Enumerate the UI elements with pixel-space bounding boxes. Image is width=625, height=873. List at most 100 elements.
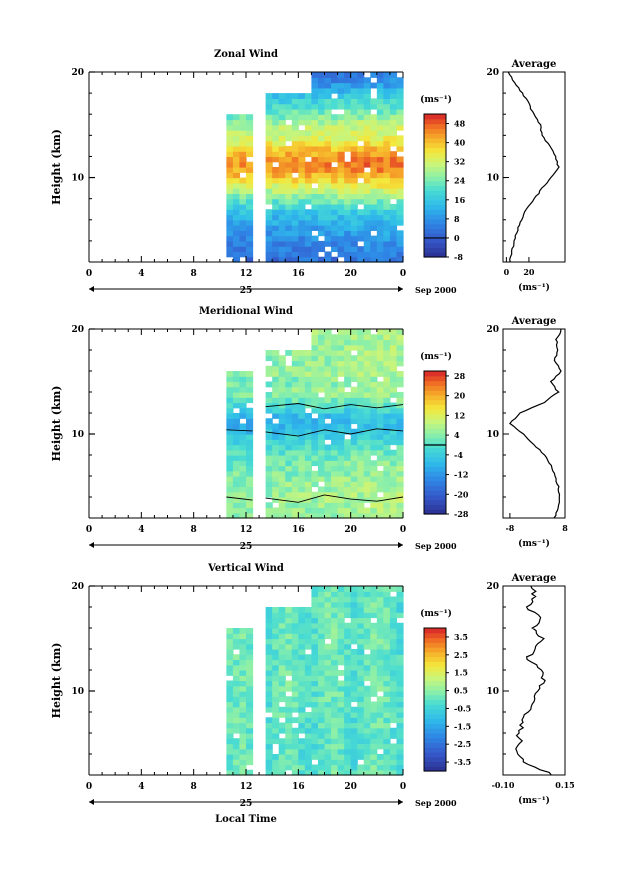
- colorbar-swatch: [424, 118, 446, 125]
- heatmap-cell: [363, 733, 371, 739]
- heatmap-cell: [331, 413, 339, 419]
- heatmap-cell: [344, 87, 352, 94]
- heatmap-cell: [350, 596, 358, 603]
- heatmap-cell: [344, 622, 352, 629]
- profile-x-tick-label: 0: [504, 267, 510, 277]
- heatmap-cell: [304, 664, 313, 671]
- heatmap-cell: [376, 156, 384, 163]
- colorbar-swatch: [424, 180, 446, 187]
- heatmap-cell: [298, 633, 306, 640]
- heatmap-cell: [298, 360, 306, 367]
- heatmap-cell: [285, 764, 293, 771]
- heatmap-cell: [363, 256, 371, 263]
- x-tick-label: 0: [86, 269, 92, 279]
- heatmap-cell: [383, 465, 391, 472]
- heatmap-cell: [324, 156, 332, 163]
- heatmap-cell: [331, 230, 339, 237]
- colorbar-unit: (ms⁻¹): [420, 351, 452, 362]
- heatmap-cell: [344, 654, 352, 661]
- heatmap-cell: [265, 465, 273, 472]
- heatmap-cell: [278, 188, 286, 194]
- heatmap-cell: [363, 449, 371, 456]
- colorbar-swatch: [424, 666, 446, 672]
- heatmap-cell: [278, 481, 286, 488]
- heatmap-cell: [350, 355, 358, 362]
- heatmap-cell: [311, 622, 319, 629]
- heatmap-cell: [344, 103, 352, 110]
- heatmap-cell: [246, 712, 254, 718]
- heatmap-cell: [298, 93, 306, 99]
- heatmap-cell: [226, 497, 234, 503]
- heatmap-cell: [363, 334, 371, 341]
- heatmap-cell: [337, 507, 345, 514]
- heatmap-cell: [331, 455, 339, 461]
- heatmap-cell: [357, 161, 365, 168]
- colorbar-tick-label: 1.5: [454, 668, 468, 678]
- heatmap-cell: [285, 491, 293, 498]
- heatmap-cell: [331, 240, 339, 247]
- heatmap-cell: [396, 638, 404, 645]
- heatmap-cell: [246, 743, 254, 750]
- heatmap-cell: [291, 649, 299, 655]
- heatmap-cell: [337, 733, 345, 739]
- heatmap-cell: [370, 659, 378, 666]
- heatmap-cell: [370, 428, 378, 435]
- heatmap-cell: [272, 203, 280, 210]
- heatmap-cell: [324, 622, 332, 629]
- heatmap-cell: [317, 733, 326, 739]
- heatmap-cell: [317, 439, 326, 446]
- heatmap-cell: [337, 607, 345, 613]
- heatmap-cell: [396, 738, 404, 745]
- heatmap-cell: [331, 130, 339, 136]
- heatmap-cell: [331, 167, 339, 173]
- heatmap-cell: [357, 670, 365, 676]
- heatmap-cell: [363, 691, 371, 697]
- heatmap-cell: [331, 103, 339, 110]
- heatmap-cell: [291, 198, 299, 205]
- heatmap-cell: [278, 691, 286, 697]
- heatmap-cell: [239, 691, 247, 697]
- heatmap-cell: [396, 145, 404, 152]
- heatmap-cell: [350, 759, 358, 766]
- day-label: 25: [240, 286, 253, 296]
- heatmap-cell: [376, 601, 384, 608]
- heatmap-cell: [278, 381, 286, 388]
- heatmap-cell: [389, 355, 398, 362]
- heatmap-cell: [232, 434, 241, 440]
- heatmap-cell: [285, 754, 293, 760]
- heatmap-cell: [396, 748, 404, 755]
- heatmap-cell: [363, 198, 371, 205]
- heatmap-cell: [291, 386, 299, 393]
- heatmap-cell: [311, 633, 319, 640]
- heatmap-cell: [389, 659, 398, 666]
- heatmap-cell: [370, 722, 378, 729]
- heatmap-cell: [291, 628, 299, 634]
- heatmap-cell: [383, 449, 391, 456]
- heatmap-cell: [324, 334, 332, 341]
- heatmap-cell: [363, 151, 371, 158]
- heatmap-cell: [304, 465, 313, 472]
- heatmap-cell: [226, 386, 234, 393]
- heatmap-cell: [357, 491, 365, 498]
- colorbar-swatch: [424, 747, 446, 753]
- heatmap-cell: [239, 491, 247, 498]
- heatmap-cell: [232, 140, 241, 147]
- heatmap-cell: [291, 680, 299, 687]
- heatmap-cell: [324, 87, 332, 94]
- heatmap-cell: [350, 460, 358, 467]
- heatmap-cell: [344, 209, 352, 216]
- heatmap-cell: [344, 659, 352, 666]
- heatmap-cell: [370, 664, 378, 671]
- colorbar-swatch: [424, 670, 446, 677]
- heatmap-cell: [363, 722, 371, 729]
- heatmap-cell: [337, 481, 345, 488]
- heatmap-cell: [298, 722, 306, 729]
- heatmap-cell: [370, 764, 378, 771]
- heatmap-cell: [285, 203, 293, 210]
- heatmap-cell: [272, 98, 280, 105]
- heatmap-cell: [396, 329, 404, 335]
- heatmap-cell: [370, 334, 378, 341]
- heatmap-cell: [291, 733, 299, 739]
- heatmap-cell: [350, 486, 358, 493]
- heatmap-cell: [291, 407, 299, 414]
